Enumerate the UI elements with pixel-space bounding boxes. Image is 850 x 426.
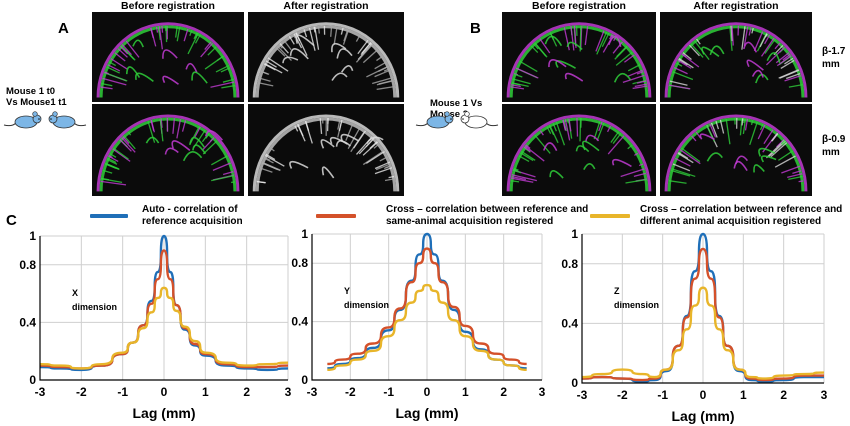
x-tick-label: -2 [76, 385, 87, 399]
legend-text-auto: Auto - correlation of reference acquisit… [142, 204, 243, 228]
panel-a-comparison-line2: Vs Mouse1 t1 [6, 97, 67, 108]
x-tick-label: -1 [657, 388, 668, 402]
beta-top-value: β-1.7 [822, 46, 846, 57]
panel-letter-c: C [6, 212, 17, 229]
dimension-label-word: dimension [344, 300, 389, 310]
mouse-icon [460, 111, 499, 129]
dimension-label-letter: Y [344, 286, 350, 296]
legend-text-different-animal: Cross – correlation between reference an… [640, 204, 842, 228]
x-tick-label: -3 [307, 385, 318, 399]
series-line-1 [39, 249, 289, 370]
panel-b-after-bottom-image [660, 104, 812, 196]
legend-auto-line1: Auto - correlation of [142, 204, 238, 215]
y-tick-label: 0.4 [561, 316, 578, 330]
x-axis-label: Lag (mm) [396, 405, 459, 421]
dimension-label-word: dimension [614, 300, 659, 310]
x-axis-label: Lag (mm) [672, 408, 735, 424]
y-tick-label: 0 [571, 376, 578, 390]
axis-line [39, 236, 288, 381]
x-tick-label: 0 [161, 385, 168, 399]
beta-label-bottom: β-0.9 mm [822, 133, 845, 159]
series-line-0 [581, 232, 824, 383]
x-tick-label: 1 [462, 385, 469, 399]
x-tick-label: -3 [577, 388, 588, 402]
panel-b-after-title: After registration [693, 0, 779, 12]
legend-different-animal-line2: different animal acquisition registered [640, 216, 822, 227]
dimension-label-letter: Z [614, 286, 620, 296]
legend-swatch-different-animal [590, 214, 630, 218]
series-line-2 [39, 286, 289, 370]
panel-a-before-top-image [92, 12, 244, 102]
y-tick-label: 1 [301, 227, 308, 241]
panel-b-mice-illustration [414, 110, 500, 135]
legend-text-same-animal: Cross – correlation between reference an… [386, 204, 588, 228]
panel-a-comparison-line1: Mouse 1 t0 [6, 86, 56, 97]
x-tick-label: -2 [345, 385, 356, 399]
x-tick-label: -1 [117, 385, 128, 399]
x-tick-label: 1 [202, 385, 209, 399]
beta-bottom-unit: mm [822, 147, 840, 158]
panel-b-after-top-image [660, 12, 812, 102]
panel-b-before-title: Before registration [532, 0, 626, 12]
axis-line [311, 234, 542, 381]
x-tick-label: 3 [821, 388, 828, 402]
dimension-label-word: dimension [72, 302, 117, 312]
y-tick-label: 0.4 [291, 315, 308, 329]
x-tick-label: 0 [424, 385, 431, 399]
y-tick-label: 0.8 [561, 257, 578, 271]
y-tick-label: 1 [571, 227, 578, 241]
x-tick-label: -1 [383, 385, 394, 399]
y-tick-label: 0.8 [291, 256, 308, 270]
legend-swatch-same-animal [316, 214, 356, 218]
panel-a-before-title: Before registration [121, 0, 215, 12]
y-tick-label: 0 [29, 373, 36, 387]
panel-a-after-title: After registration [283, 0, 369, 12]
beta-top-unit: mm [822, 59, 840, 70]
panel-a-after-bottom-image [248, 104, 404, 196]
legend-same-animal-line1: Cross – correlation between reference an… [386, 204, 589, 215]
panel-a-after-top-image [248, 12, 404, 102]
x-tick-label: 0 [700, 388, 707, 402]
x-tick-label: -2 [617, 388, 628, 402]
y-tick-label: 1 [29, 229, 36, 243]
x-tick-label: -3 [35, 385, 46, 399]
panel-b-before-top-image [502, 12, 656, 102]
x-axis-label: Lag (mm) [133, 405, 196, 421]
legend-auto-line2: reference acquisition [142, 216, 243, 227]
series-line-1 [581, 247, 824, 382]
series-line-2 [327, 283, 527, 371]
legend-different-animal-line1: Cross – correlation between reference an… [640, 204, 843, 215]
series-line-1 [327, 247, 527, 366]
panel-b-comparison-line1: Mouse 1 Vs [430, 98, 483, 109]
legend-swatch-auto [90, 214, 128, 218]
panel-a-comparison-label: Mouse 1 t0 Vs Mouse1 t1 [6, 86, 67, 108]
mouse-icon [415, 111, 454, 129]
x-tick-label: 1 [740, 388, 747, 402]
beta-label-top: β-1.7 mm [822, 45, 845, 71]
x-tick-label: 2 [500, 385, 507, 399]
mouse-icon [3, 111, 42, 129]
x-tick-label: 2 [780, 388, 787, 402]
legend-same-animal-line2: same-animal acquisition registered [386, 216, 554, 227]
panel-a-before-bottom-image [92, 104, 244, 196]
beta-bottom-value: β-0.9 [822, 134, 846, 145]
x-tick-label: 3 [285, 385, 292, 399]
panel-b-before-bottom-image [502, 104, 656, 196]
panel-a-mice-illustration [2, 110, 88, 135]
x-tick-label: 3 [539, 385, 546, 399]
x-tick-label: 2 [243, 385, 250, 399]
panel-letter-a: A [58, 20, 69, 37]
y-tick-label: 0.4 [19, 315, 36, 329]
axis-line [581, 234, 824, 384]
y-tick-label: 0.8 [19, 258, 36, 272]
panel-letter-b: B [470, 20, 481, 37]
mouse-icon [48, 111, 87, 129]
y-tick-label: 0 [301, 373, 308, 387]
dimension-label-letter: X [72, 288, 78, 298]
series-line-2 [581, 286, 825, 380]
